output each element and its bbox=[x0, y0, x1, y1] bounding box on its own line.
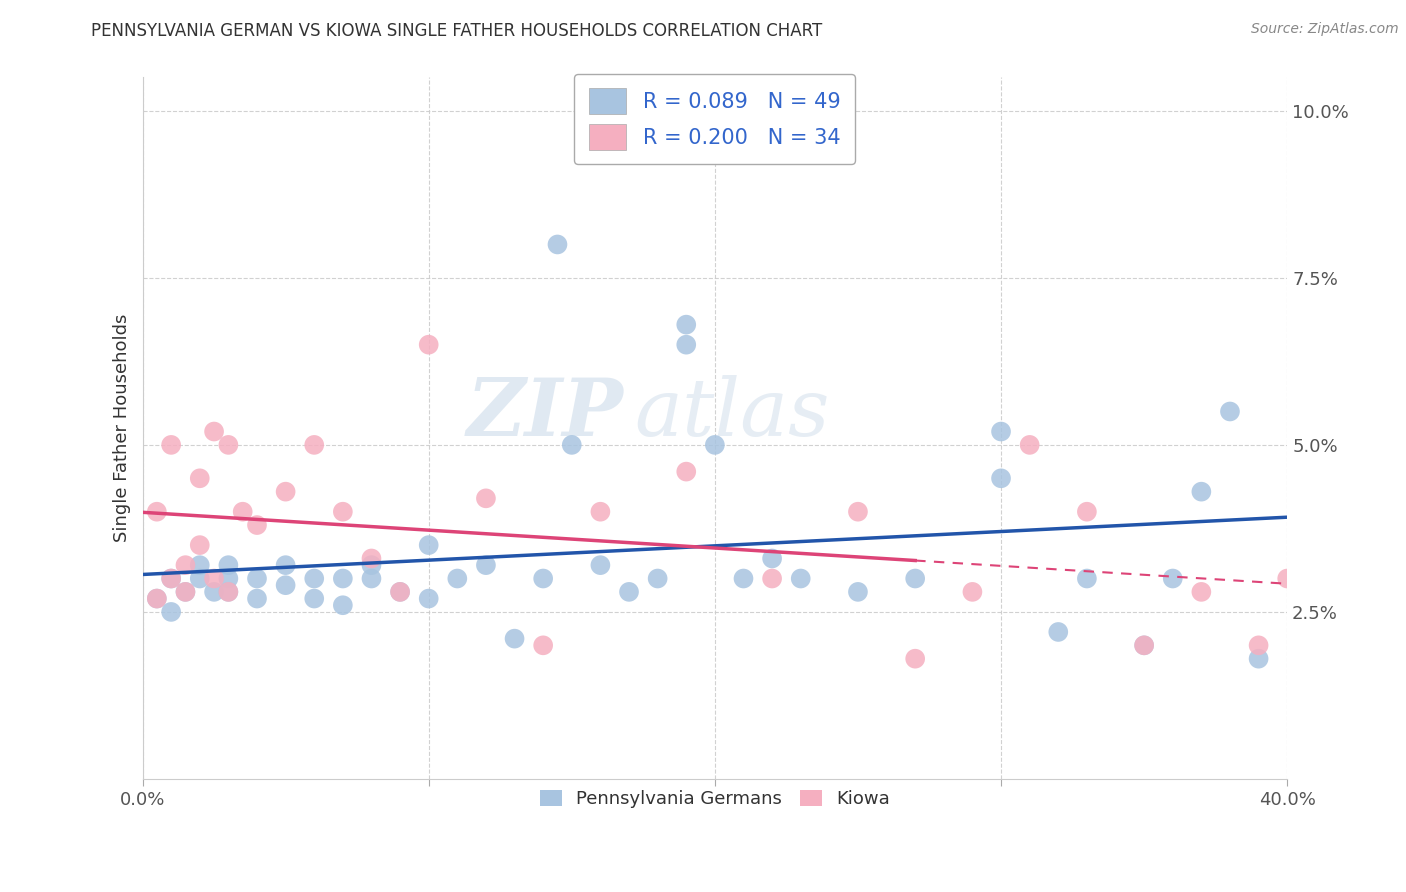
Point bbox=[1076, 505, 1098, 519]
Point bbox=[246, 591, 269, 606]
Point bbox=[418, 538, 440, 552]
Point bbox=[302, 572, 325, 586]
Point bbox=[274, 558, 297, 573]
Point bbox=[389, 585, 412, 599]
Point bbox=[232, 505, 254, 519]
Point bbox=[1018, 438, 1040, 452]
Point bbox=[647, 572, 669, 586]
Point bbox=[146, 505, 169, 519]
Point bbox=[160, 605, 183, 619]
Text: Source: ZipAtlas.com: Source: ZipAtlas.com bbox=[1251, 22, 1399, 37]
Point bbox=[790, 572, 813, 586]
Point bbox=[217, 572, 239, 586]
Point bbox=[589, 505, 612, 519]
Point bbox=[418, 337, 440, 351]
Point bbox=[188, 538, 211, 552]
Point bbox=[146, 591, 169, 606]
Point bbox=[446, 572, 468, 586]
Point bbox=[302, 438, 325, 452]
Point bbox=[332, 599, 354, 613]
Point bbox=[561, 438, 583, 452]
Point bbox=[202, 425, 225, 439]
Point bbox=[531, 638, 554, 652]
Point bbox=[846, 585, 869, 599]
Point bbox=[274, 578, 297, 592]
Point bbox=[703, 438, 725, 452]
Point bbox=[146, 591, 169, 606]
Point bbox=[174, 585, 197, 599]
Point bbox=[589, 558, 612, 573]
Point bbox=[675, 465, 697, 479]
Point bbox=[332, 505, 354, 519]
Point bbox=[1247, 651, 1270, 665]
Point bbox=[389, 585, 412, 599]
Text: atlas: atlas bbox=[634, 376, 830, 453]
Point bbox=[1247, 638, 1270, 652]
Point bbox=[531, 572, 554, 586]
Point bbox=[1219, 404, 1241, 418]
Point bbox=[1277, 572, 1299, 586]
Point bbox=[546, 237, 568, 252]
Point bbox=[202, 572, 225, 586]
Point bbox=[1076, 572, 1098, 586]
Point bbox=[904, 651, 927, 665]
Point bbox=[846, 505, 869, 519]
Point bbox=[617, 585, 640, 599]
Point bbox=[246, 572, 269, 586]
Point bbox=[1133, 638, 1156, 652]
Point bbox=[302, 591, 325, 606]
Point bbox=[160, 572, 183, 586]
Point bbox=[174, 585, 197, 599]
Point bbox=[418, 591, 440, 606]
Point bbox=[990, 471, 1012, 485]
Point bbox=[962, 585, 984, 599]
Point bbox=[761, 572, 783, 586]
Point bbox=[733, 572, 755, 586]
Point bbox=[1133, 638, 1156, 652]
Point bbox=[1047, 624, 1070, 639]
Point bbox=[475, 558, 498, 573]
Point bbox=[217, 558, 239, 573]
Point bbox=[217, 585, 239, 599]
Point bbox=[1161, 572, 1184, 586]
Point bbox=[202, 585, 225, 599]
Point bbox=[360, 572, 382, 586]
Point bbox=[675, 318, 697, 332]
Point bbox=[360, 551, 382, 566]
Text: ZIP: ZIP bbox=[467, 376, 623, 453]
Point bbox=[761, 551, 783, 566]
Point bbox=[246, 518, 269, 533]
Point bbox=[503, 632, 526, 646]
Point bbox=[217, 438, 239, 452]
Point bbox=[188, 572, 211, 586]
Point bbox=[475, 491, 498, 506]
Legend: Pennsylvania Germans, Kiowa: Pennsylvania Germans, Kiowa bbox=[533, 783, 897, 815]
Point bbox=[675, 337, 697, 351]
Point bbox=[217, 585, 239, 599]
Text: PENNSYLVANIA GERMAN VS KIOWA SINGLE FATHER HOUSEHOLDS CORRELATION CHART: PENNSYLVANIA GERMAN VS KIOWA SINGLE FATH… bbox=[91, 22, 823, 40]
Point bbox=[1189, 484, 1212, 499]
Point bbox=[904, 572, 927, 586]
Y-axis label: Single Father Households: Single Father Households bbox=[114, 314, 131, 542]
Point bbox=[188, 558, 211, 573]
Point bbox=[1189, 585, 1212, 599]
Point bbox=[360, 558, 382, 573]
Point bbox=[332, 572, 354, 586]
Point bbox=[188, 471, 211, 485]
Point bbox=[274, 484, 297, 499]
Point bbox=[160, 438, 183, 452]
Point bbox=[990, 425, 1012, 439]
Point bbox=[174, 558, 197, 573]
Point bbox=[160, 572, 183, 586]
